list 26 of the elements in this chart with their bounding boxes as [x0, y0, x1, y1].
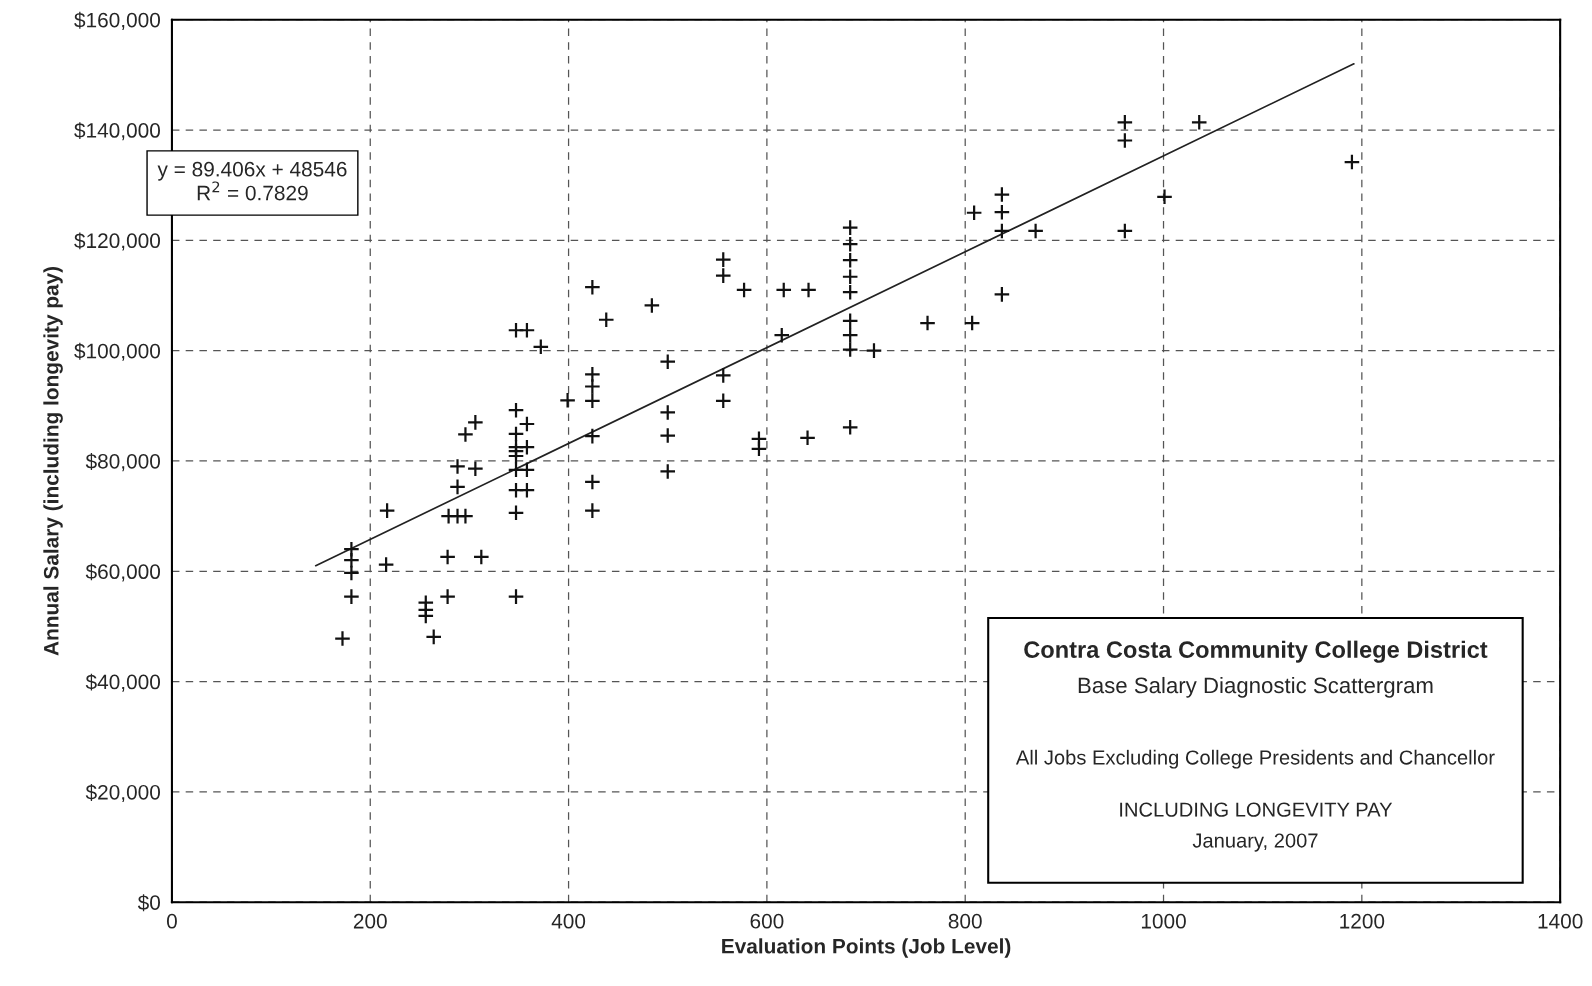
x-tick-label: 800	[948, 913, 982, 929]
annotation: January, 2007	[1192, 833, 1318, 852]
annotation: All Jobs Excluding College Presidents and Chancellor	[1015, 749, 1495, 769]
x-tick-label: 1000	[1141, 913, 1186, 929]
y-tick-label: $100,000	[74, 342, 161, 361]
text: Base Salary Diagnostic Scattergram	[1078, 676, 1433, 698]
y-tick-label: $60,000	[85, 563, 161, 582]
x-axis-title: Evaluation Points (Job Level)	[722, 938, 1011, 958]
annotation: y = 89.406x + 48546	[157, 161, 347, 181]
x-tick-label: 1400	[1538, 913, 1583, 929]
x-tick-label: 1200	[1340, 913, 1385, 929]
y-tick-label: $0	[137, 894, 161, 912]
y-tick-label: $40,000	[85, 673, 161, 692]
y-tick-label: $140,000	[74, 122, 161, 141]
annotation: INCLUDING LONGEVITY PAY	[1120, 802, 1393, 817]
y-tick-label: $80,000	[85, 453, 161, 472]
y-tick-label: $20,000	[85, 784, 161, 803]
x-tick-label: 600	[750, 913, 784, 929]
y-tick-label: $160,000	[74, 11, 161, 30]
x-tick-label: 400	[551, 913, 586, 929]
y-tick-label: $120,000	[74, 232, 161, 251]
annotation: R$^{2}$ = 0.7829	[197, 181, 308, 201]
x-tick-label: 200	[353, 913, 387, 929]
x-tick-label: 0	[166, 913, 177, 929]
text: Contra Costa Community College District	[1024, 640, 1488, 663]
y-axis-title: Annual Salary (including longevity pay)	[43, 266, 63, 656]
